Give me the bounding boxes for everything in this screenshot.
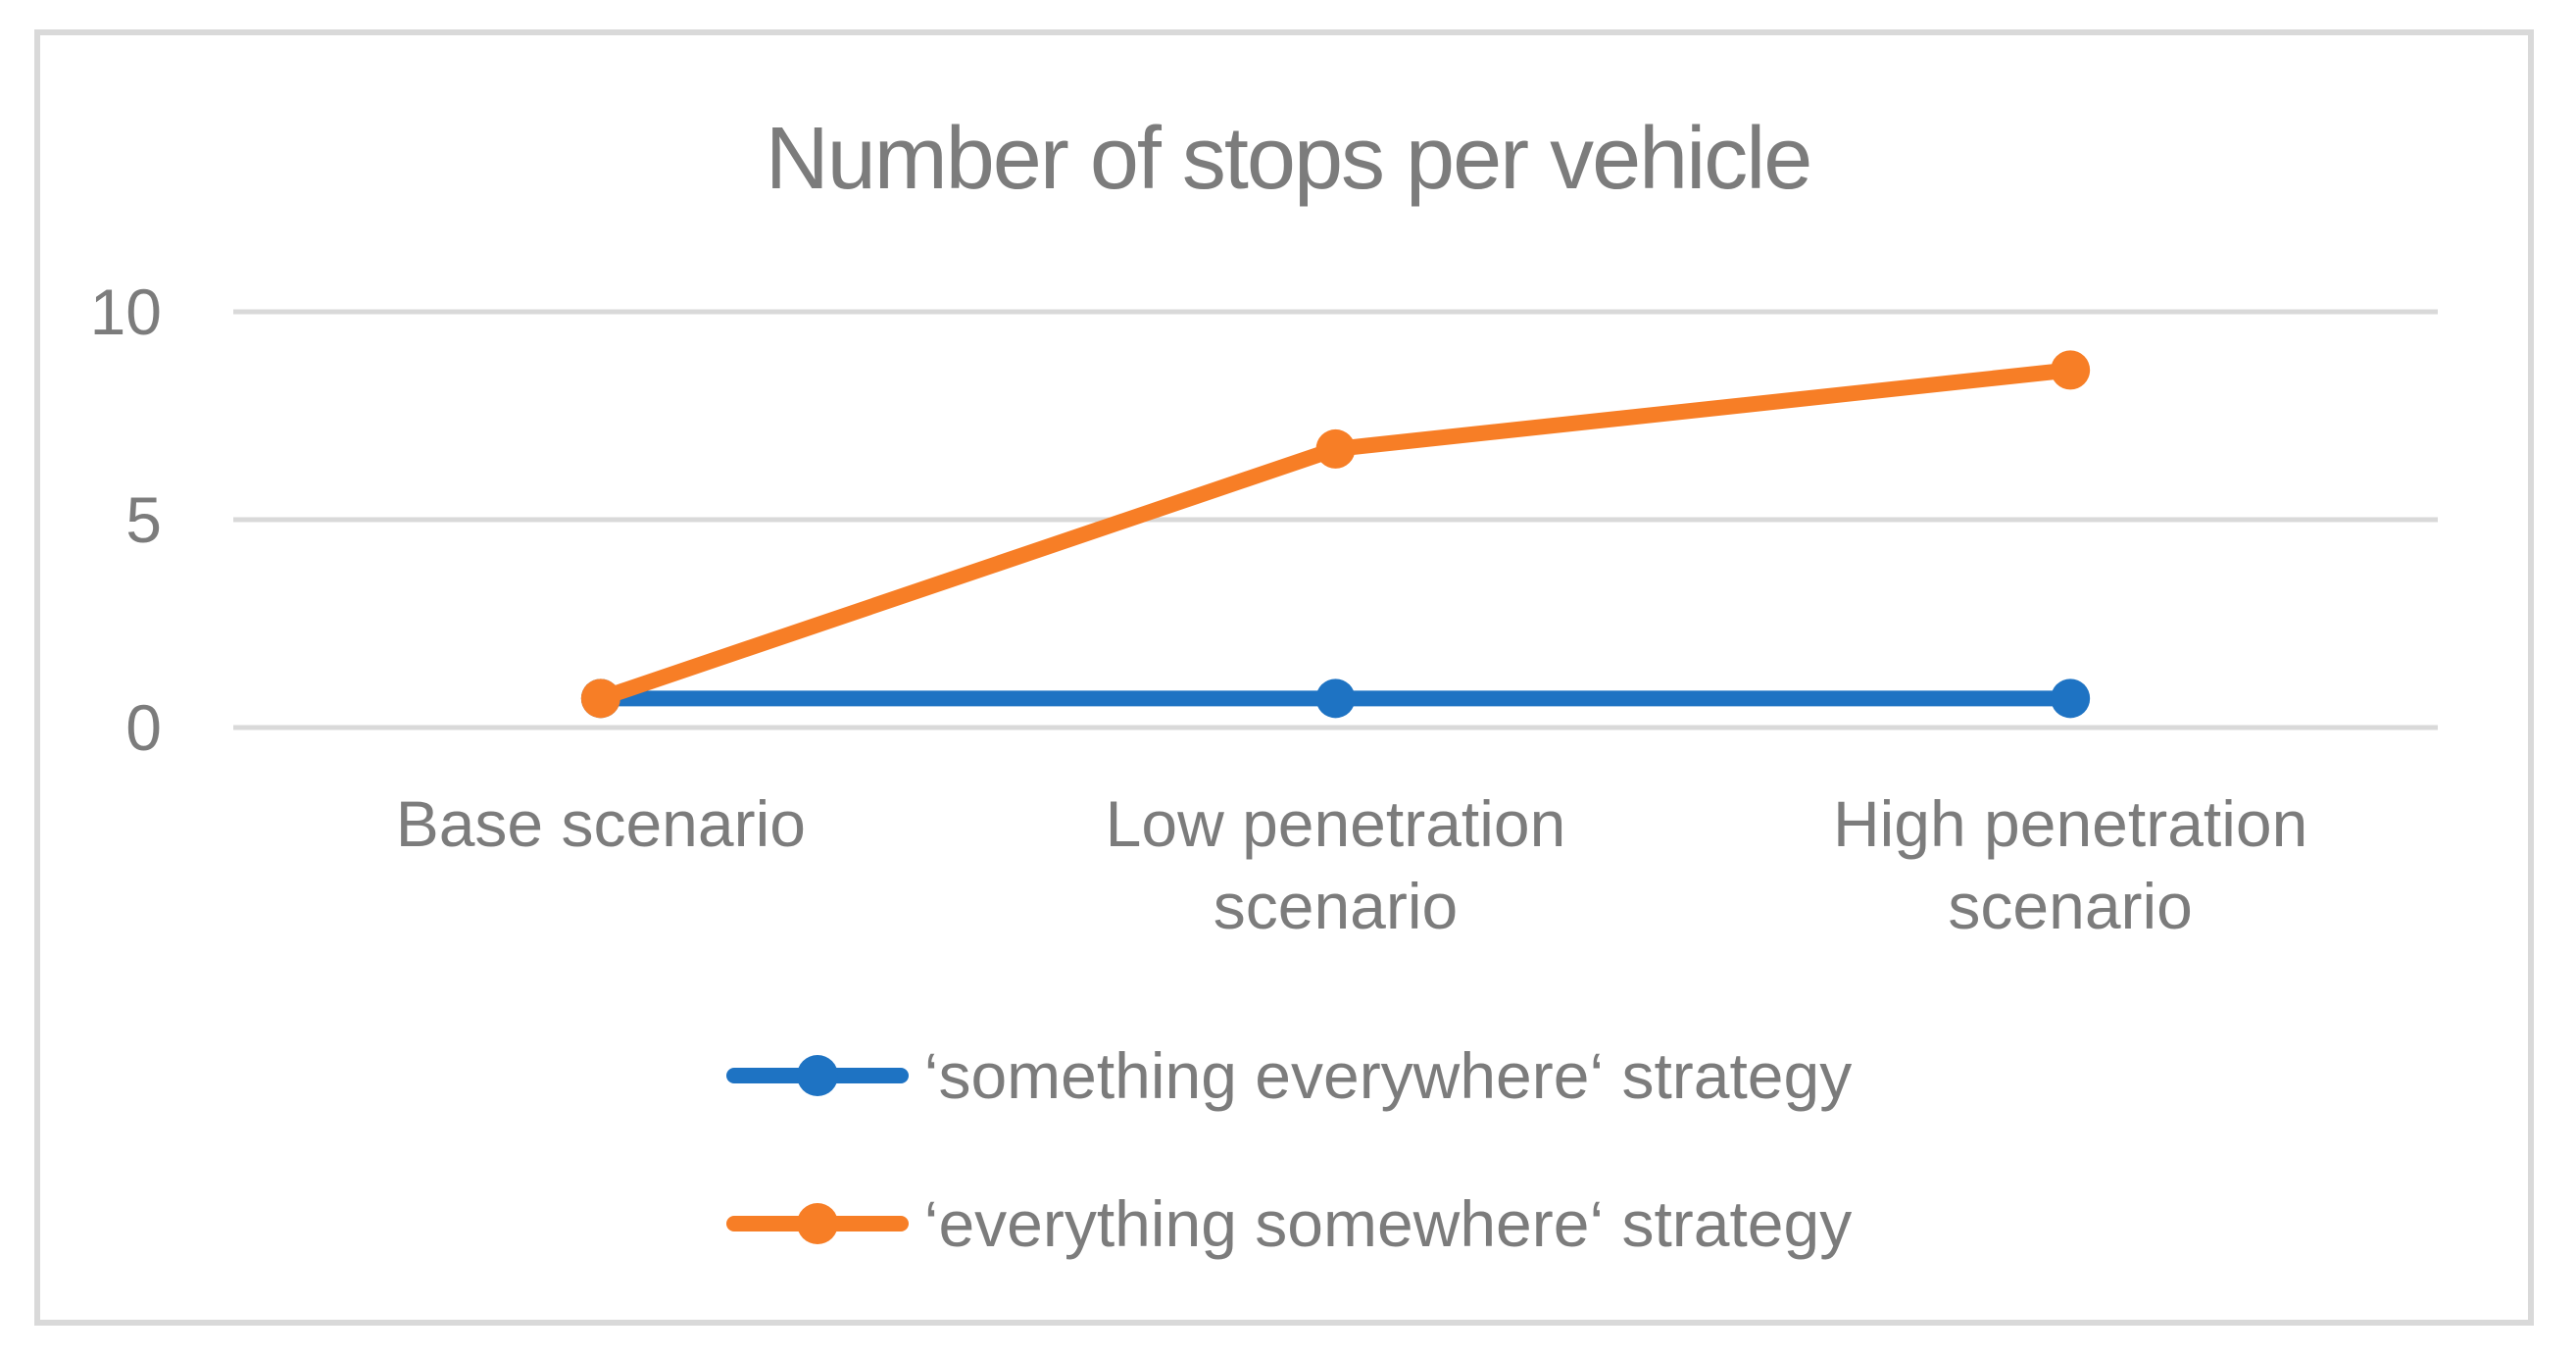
y-axis-tick-10: 10 bbox=[89, 276, 162, 348]
legend-item-everything-somewhere: ‘everything somewhere‘ strategy bbox=[0, 1177, 2576, 1271]
x-axis-label-low-penetration: Low penetration scenario bbox=[1105, 787, 1566, 942]
chart-border-frame bbox=[34, 29, 2534, 1326]
legend-marker-blue-line-icon bbox=[725, 1055, 909, 1096]
y-axis-tick-5: 5 bbox=[125, 483, 162, 556]
x-axis-label-high-penetration: High penetration scenario bbox=[1832, 787, 2308, 942]
legend-label-something-everywhere: ‘something everywhere‘ strategy bbox=[923, 1039, 1853, 1112]
legend-item-something-everywhere: ‘something everywhere‘ strategy bbox=[0, 1029, 2576, 1123]
x-axis-label-base-scenario: Base scenario bbox=[395, 787, 806, 860]
y-axis-tick-0: 0 bbox=[125, 691, 162, 764]
legend-label-everything-somewhere: ‘everything somewhere‘ strategy bbox=[923, 1187, 1853, 1260]
chart-title: Number of stops per vehicle bbox=[765, 110, 1813, 208]
legend-marker-orange-line-icon bbox=[725, 1203, 909, 1244]
